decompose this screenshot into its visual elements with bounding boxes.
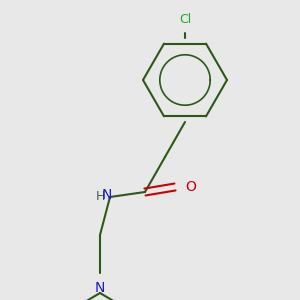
Text: N: N [102, 188, 112, 202]
Text: O: O [185, 180, 196, 194]
Text: H: H [96, 190, 105, 203]
Text: N: N [95, 281, 105, 295]
Text: Cl: Cl [179, 13, 191, 26]
